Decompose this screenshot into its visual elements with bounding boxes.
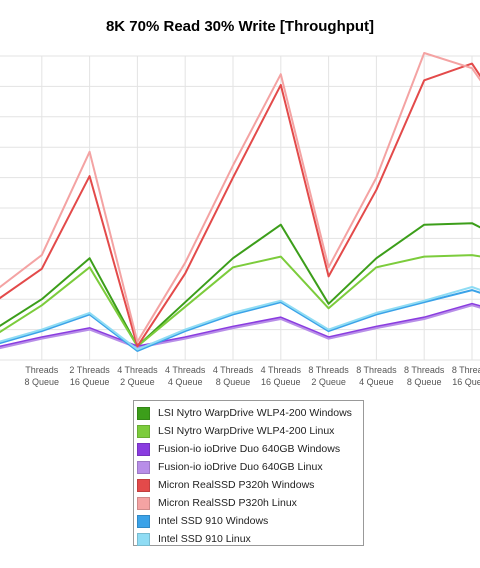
x-tick-label: 2 Queue xyxy=(311,377,346,387)
x-tick-label: 4 Threads xyxy=(117,365,158,375)
legend-label: Intel SSD 910 Windows xyxy=(158,515,269,527)
legend-item: LSI Nytro WarpDrive WLP4-200 Linux xyxy=(137,422,363,440)
legend-swatch xyxy=(137,406,150,420)
x-tick-label: 8 Threads xyxy=(404,365,445,375)
x-tick-label: 8 Threads xyxy=(356,365,397,375)
x-tick-label: 4 Queue xyxy=(359,377,394,387)
series-lines xyxy=(0,52,480,352)
x-tick-label: 2 Threads xyxy=(69,365,110,375)
legend-item: Micron RealSSD P320h Linux xyxy=(137,494,363,512)
legend-swatch xyxy=(137,478,150,492)
x-tick-label: 4 Threads xyxy=(213,365,254,375)
legend-label: Intel SSD 910 Linux xyxy=(158,533,251,545)
legend-label: Micron RealSSD P320h Linux xyxy=(158,497,297,509)
x-tick-label: 4 Threads xyxy=(165,365,206,375)
legend-item: Intel SSD 910 Linux xyxy=(137,530,363,548)
x-tick-label: 16 Queue xyxy=(70,377,110,387)
series-line-6 xyxy=(0,52,480,343)
legend-swatch xyxy=(137,424,150,438)
x-tick-label: 16 Queue xyxy=(452,377,480,387)
x-tick-label: 16 Queue xyxy=(261,377,301,387)
legend-label: LSI Nytro WarpDrive WLP4-200 Linux xyxy=(158,425,335,437)
legend-item: Fusion-io ioDrive Duo 640GB Linux xyxy=(137,458,363,476)
x-tick-label: 4 Queue xyxy=(168,377,203,387)
legend-label: Fusion-io ioDrive Duo 640GB Linux xyxy=(158,461,323,473)
grid xyxy=(0,55,480,361)
x-tick-label: Threads xyxy=(25,365,59,375)
legend-swatch xyxy=(137,514,150,528)
legend-swatch xyxy=(137,460,150,474)
x-tick-labels: Threads 8 Queue 2 Threads 16 Queue 4 Threads… xyxy=(25,365,480,387)
x-tick-label: 8 Threads xyxy=(308,365,349,375)
legend-item: Intel SSD 910 Windows xyxy=(137,512,363,530)
series-line-2 xyxy=(0,254,480,348)
chart-title: 8K 70% Read 30% Write [Throughput] xyxy=(105,18,375,35)
line-chart: Threads 8 Queue 2 Threads 16 Queue 4 Threads… xyxy=(0,52,480,387)
legend: LSI Nytro WarpDrive WLP4-200 Windows LSI … xyxy=(133,400,364,546)
x-tick-label: 8 Threads xyxy=(452,365,480,375)
legend-swatch xyxy=(137,532,150,546)
series-line-1 xyxy=(0,222,480,348)
series-line-7 xyxy=(0,289,480,352)
legend-item: LSI Nytro WarpDrive WLP4-200 Windows xyxy=(137,404,363,422)
series-line-8 xyxy=(0,286,480,351)
legend-item: Fusion-io ioDrive Duo 640GB Windows xyxy=(137,440,363,458)
legend-label: Fusion-io ioDrive Duo 640GB Windows xyxy=(158,443,341,455)
legend-swatch xyxy=(137,442,150,456)
x-tick-label: 4 Threads xyxy=(261,365,302,375)
legend-label: Micron RealSSD P320h Windows xyxy=(158,479,315,491)
x-tick-label: 8 Queue xyxy=(25,377,60,387)
legend-item: Micron RealSSD P320h Windows xyxy=(137,476,363,494)
legend-label: LSI Nytro WarpDrive WLP4-200 Windows xyxy=(158,407,352,419)
series-line-3 xyxy=(0,302,480,348)
x-tick-label: 8 Queue xyxy=(407,377,442,387)
x-tick-label: 8 Queue xyxy=(216,377,251,387)
series-line-4 xyxy=(0,304,480,350)
x-tick-label: 2 Queue xyxy=(120,377,155,387)
series-line-5 xyxy=(0,62,480,348)
legend-swatch xyxy=(137,496,150,510)
